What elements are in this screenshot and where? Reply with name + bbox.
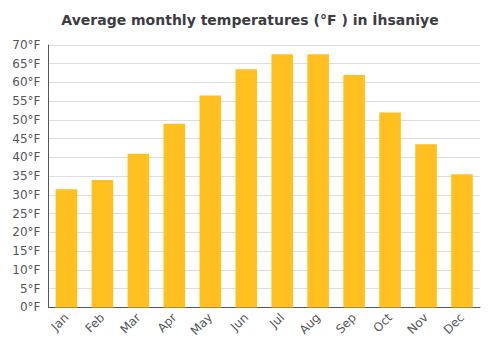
svg-text:Sep: Sep	[333, 311, 359, 337]
svg-text:25°F: 25°F	[12, 207, 40, 221]
svg-text:Feb: Feb	[82, 311, 107, 336]
svg-text:Oct: Oct	[370, 310, 395, 335]
svg-text:Jun: Jun	[227, 311, 251, 335]
svg-text:Aug: Aug	[297, 311, 323, 337]
svg-text:20°F: 20°F	[12, 225, 40, 239]
svg-text:May: May	[188, 311, 215, 338]
svg-text:35°F: 35°F	[12, 169, 40, 183]
svg-text:65°F: 65°F	[12, 57, 40, 71]
svg-text:5°F: 5°F	[20, 282, 41, 296]
svg-text:Jul: Jul	[266, 311, 287, 332]
svg-text:70°F: 70°F	[12, 38, 40, 52]
svg-text:15°F: 15°F	[12, 244, 40, 258]
svg-text:10°F: 10°F	[12, 263, 40, 277]
svg-text:Mar: Mar	[117, 310, 143, 336]
svg-text:50°F: 50°F	[12, 113, 40, 127]
svg-text:Nov: Nov	[405, 311, 431, 337]
svg-text:45°F: 45°F	[12, 132, 40, 146]
svg-text:Average monthly temperatures (: Average monthly temperatures (°F ) in İh…	[61, 12, 438, 28]
svg-text:Apr: Apr	[155, 310, 180, 335]
svg-text:55°F: 55°F	[12, 94, 40, 108]
svg-text:0°F: 0°F	[20, 300, 41, 314]
svg-text:Dec: Dec	[441, 311, 467, 337]
svg-text:30°F: 30°F	[12, 188, 40, 202]
svg-text:40°F: 40°F	[12, 150, 40, 164]
svg-text:Jan: Jan	[48, 311, 72, 335]
svg-text:60°F: 60°F	[12, 75, 40, 89]
